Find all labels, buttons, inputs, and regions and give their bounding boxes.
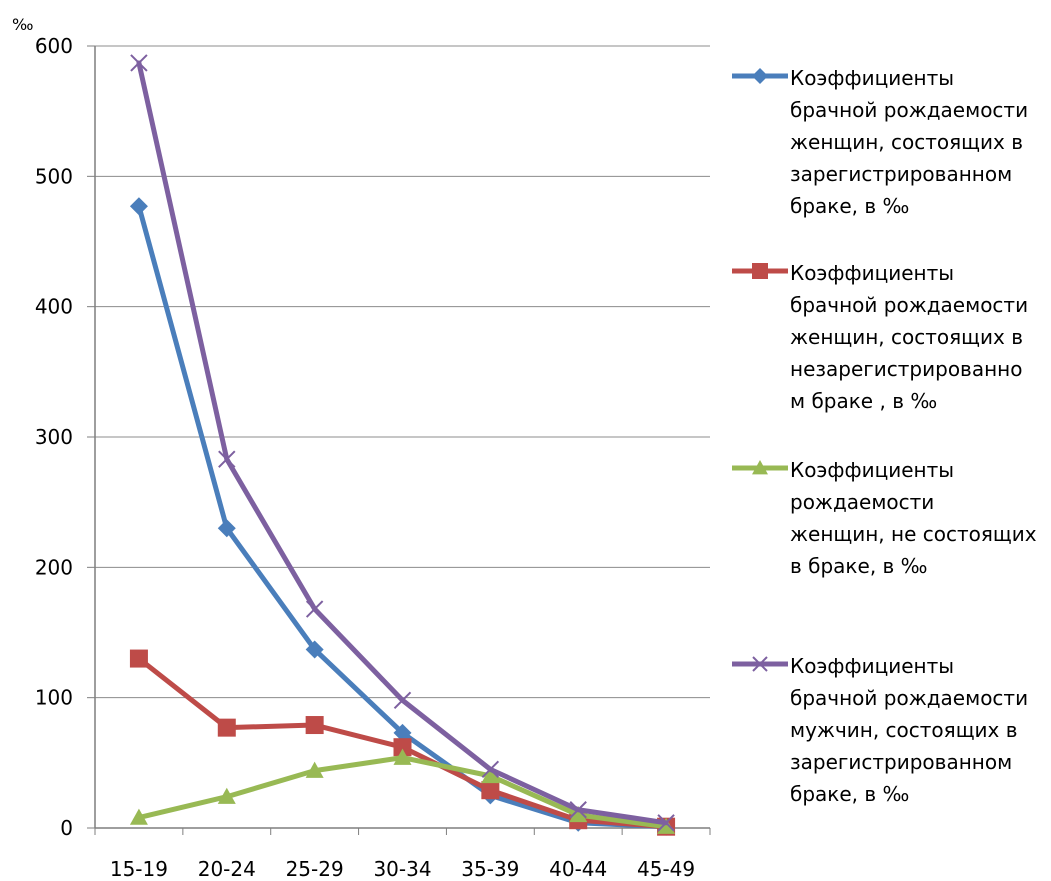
y-tick-labels: 0 100 200 300 400 500 600: [35, 34, 73, 840]
y-tick-label: 100: [35, 686, 73, 710]
series-group: [129, 54, 676, 836]
series-3: [130, 54, 675, 832]
legend-label-1: Коэффициенты брачной рождаемости женщин,…: [790, 261, 1029, 413]
data-point: [130, 54, 148, 72]
x-tick-label: 25-29: [286, 857, 344, 881]
data-point: [657, 814, 675, 832]
data-point: [129, 649, 148, 668]
y-tick-label: 500: [35, 164, 73, 188]
y-tick-label: 300: [35, 425, 73, 449]
legend-marker: [752, 460, 768, 475]
legend-swatch-3: [732, 656, 788, 672]
x-tick-label: 45-49: [637, 857, 695, 881]
data-point: [393, 691, 412, 709]
data-point: [129, 197, 148, 216]
series-2: [129, 748, 676, 834]
data-point: [305, 761, 324, 778]
y-tick-label: 400: [35, 295, 73, 319]
legend: Коэффициенты брачной рождаемости женщин,…: [730, 0, 1051, 881]
data-point: [657, 817, 676, 834]
series-line-3: [136, 60, 669, 826]
legend-marker: [752, 656, 768, 672]
gridlines: [87, 45, 711, 835]
data-point: [393, 723, 412, 742]
y-tick-label: 0: [60, 816, 73, 840]
data-point: [569, 801, 587, 819]
x-tick-label: 35-39: [461, 857, 519, 881]
legend-label-0: Коэффициенты брачной рождаемости женщин,…: [790, 66, 1029, 218]
y-tick-label: 200: [35, 555, 73, 579]
x-tick-label: 40-44: [549, 857, 607, 881]
data-point: [393, 738, 412, 757]
x-tick-label: 20-24: [198, 857, 256, 881]
data-point: [305, 716, 324, 735]
data-point: [481, 766, 500, 784]
x-tick-label: 30-34: [373, 857, 431, 881]
series-1: [129, 649, 676, 836]
legend-marker: [752, 68, 768, 84]
series-line-2: [136, 755, 669, 830]
y-unit-label: ‰: [12, 15, 33, 34]
legend-swatch-0: [732, 68, 788, 84]
data-point: [569, 805, 588, 823]
legend-swatch-2: [732, 460, 788, 475]
y-tick-label: 600: [35, 34, 73, 58]
data-point: [218, 450, 236, 468]
data-point: [217, 519, 236, 538]
data-point: [305, 600, 324, 618]
x-tick-label: 15-19: [110, 857, 168, 881]
legend-label-2: Коэффициенты рождаемости женщин, не сост…: [790, 458, 1037, 578]
data-point: [481, 760, 500, 779]
legend-marker: [752, 263, 768, 279]
data-point: [481, 781, 500, 800]
legend-label-3: Коэффициенты брачной рождаемости мужчин,…: [790, 654, 1029, 806]
data-point: [393, 748, 412, 765]
data-point: [129, 808, 148, 825]
legend-swatch-1: [732, 263, 788, 279]
data-point: [305, 640, 324, 659]
x-tick-labels: 15-19 20-24 25-29 30-34 35-39 40-44 45-49: [110, 857, 695, 881]
data-point: [217, 787, 236, 804]
data-point: [217, 718, 236, 737]
